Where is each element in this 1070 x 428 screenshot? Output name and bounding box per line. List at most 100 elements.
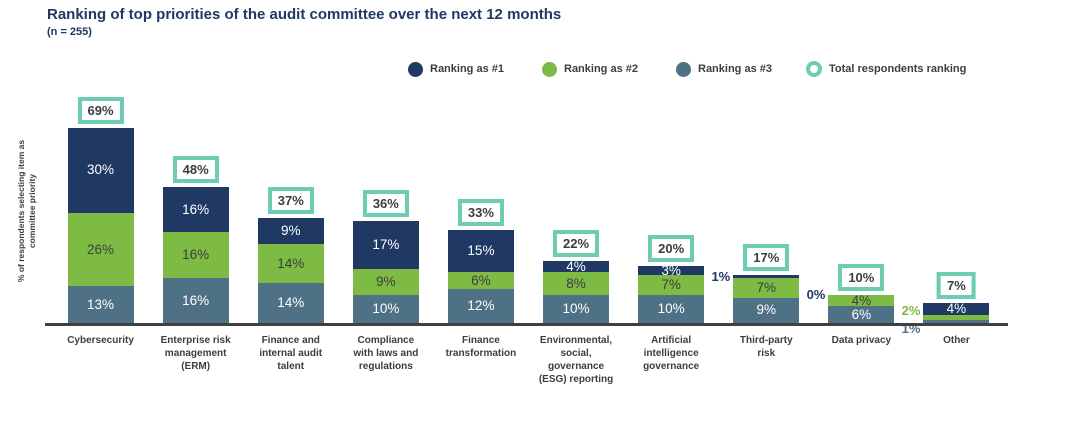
segment-value-label: 7% bbox=[756, 279, 776, 295]
category-label-line: (ERM) bbox=[181, 361, 211, 372]
total-respondents-badge: 10% bbox=[838, 263, 885, 291]
segment-value-label: 26% bbox=[87, 241, 115, 257]
bar-segment-rank2: 8% bbox=[543, 272, 610, 295]
segment-value-label: 6% bbox=[471, 272, 491, 288]
segment-value-label-outside: 0% bbox=[806, 287, 826, 303]
legend-label: Ranking as #1 bbox=[430, 63, 504, 75]
bar-segment-rank3: 14% bbox=[257, 283, 324, 323]
segment-value-label: 7% bbox=[661, 277, 681, 293]
total-respondents-badge: 17% bbox=[743, 243, 790, 271]
segment-value-label: 6% bbox=[851, 306, 872, 322]
bar-segment-rank2: 9% bbox=[352, 269, 419, 295]
y-axis-label-line-1: % of respondents selecting item as bbox=[16, 139, 26, 283]
category-label: Environmental, social, governance (ESG) rep… bbox=[526, 334, 626, 386]
bar-segment-rank3: 13% bbox=[67, 286, 134, 323]
bar-segment-rank1 bbox=[733, 274, 800, 278]
category-label-line: Environmental, bbox=[539, 335, 613, 346]
segment-value-label: 12% bbox=[467, 298, 495, 314]
category-label-line: transformation bbox=[445, 348, 517, 359]
total-respondents-badge: 37% bbox=[267, 187, 314, 215]
bar-segment-rank3: 12% bbox=[447, 289, 514, 323]
total-respondents-badge: 7% bbox=[937, 272, 976, 300]
category-label-line: regulations bbox=[358, 361, 413, 372]
category-label-line: Enterprise risk bbox=[160, 335, 231, 346]
category-label: Other bbox=[906, 334, 1006, 347]
bar-segment-rank3 bbox=[923, 320, 990, 323]
category-label-line: Third-party bbox=[739, 335, 793, 346]
bar-segment-rank1: 3% bbox=[638, 264, 705, 277]
category-label-line: Finance bbox=[462, 335, 500, 346]
legend-item-3: Ranking as #3 bbox=[676, 60, 772, 78]
category-label: Third-party risk bbox=[716, 334, 816, 360]
y-axis-label: % of respondents selecting item as commi… bbox=[16, 96, 42, 326]
segment-value-label: 4% bbox=[566, 258, 586, 274]
category-label-line: management bbox=[164, 348, 227, 359]
bar-segment-rank1: 4% bbox=[923, 301, 990, 317]
bar-segment-rank1: 4% bbox=[543, 258, 610, 274]
chart-sample-size: (n = 255) bbox=[47, 26, 92, 38]
category-label: Artificial intelligence governance bbox=[621, 334, 721, 373]
category-label-line: talent bbox=[277, 361, 305, 372]
category-label-line: Cybersecurity bbox=[67, 335, 134, 346]
category-label-line: Finance and bbox=[261, 335, 320, 346]
legend-item-1: Ranking as #1 bbox=[408, 60, 504, 78]
bar-data-privacy: 4% 6% bbox=[828, 294, 895, 323]
segment-value-label: 9% bbox=[280, 223, 301, 239]
bar-segment-rank2: 7% bbox=[733, 277, 800, 298]
bar-segment-rank2: 4% bbox=[828, 294, 895, 307]
category-label-line: Other bbox=[943, 335, 970, 346]
category-label-line: with laws and bbox=[353, 348, 419, 359]
category-label: Enterprise risk management (ERM) bbox=[146, 334, 246, 373]
bar-compliance-with-laws-and-regulations: 17% 9% 10% bbox=[352, 221, 419, 323]
legend-item-4: Total respondents ranking bbox=[806, 60, 966, 78]
category-label-line: social, bbox=[560, 348, 592, 359]
segment-value-label: 10% bbox=[372, 301, 400, 317]
segment-value-label: 14% bbox=[277, 255, 305, 271]
category-label: Data privacy bbox=[811, 334, 911, 347]
category-label-line: governance bbox=[547, 361, 605, 372]
bar-other: 4% bbox=[923, 301, 990, 323]
segment-value-label: 13% bbox=[87, 296, 115, 312]
segment-value-label-outside: 1% bbox=[711, 268, 731, 284]
filled-circle-icon bbox=[676, 61, 691, 77]
chart-title: Ranking of top priorities of the audit c… bbox=[47, 6, 562, 23]
segment-value-label: 16% bbox=[182, 292, 210, 308]
bar-segment-rank3: 10% bbox=[543, 294, 610, 323]
bar-artificial-intelligence-governance: 3% 7% 10% bbox=[638, 264, 705, 323]
bar-segment-rank2: 6% bbox=[447, 272, 514, 290]
legend-label: Ranking as #3 bbox=[698, 63, 772, 75]
bar-segment-rank2: 26% bbox=[67, 212, 134, 287]
segment-value-label-outside: 2% bbox=[901, 302, 921, 318]
segment-value-label: 9% bbox=[756, 302, 776, 318]
segment-value-label: 30% bbox=[87, 162, 115, 178]
segment-value-label: 3% bbox=[661, 262, 681, 278]
total-respondents-badge: 69% bbox=[77, 96, 124, 124]
bar-finance-and-internal-audit-talent: 9% 14% 14% bbox=[257, 218, 324, 323]
legend-label: Ranking as #2 bbox=[564, 63, 638, 75]
category-label-line: Compliance bbox=[357, 335, 415, 346]
legend-item-2: Ranking as #2 bbox=[542, 60, 638, 78]
segment-value-label: 14% bbox=[277, 295, 305, 311]
category-label: Finance transformation bbox=[431, 334, 531, 360]
segment-value-label: 9% bbox=[376, 274, 396, 290]
bar-segment-rank3: 10% bbox=[352, 294, 419, 323]
category-label-line: internal audit bbox=[259, 348, 323, 359]
bar-segment-rank3: 10% bbox=[638, 294, 705, 323]
total-respondents-badge: 22% bbox=[553, 229, 600, 257]
total-respondents-badge: 48% bbox=[172, 156, 219, 184]
segment-value-label: 15% bbox=[467, 243, 495, 259]
ring-circle-icon bbox=[806, 61, 822, 77]
category-label-line: intelligence bbox=[643, 348, 699, 359]
category-label-line: (ESG) reporting bbox=[538, 374, 614, 385]
y-axis-label-line-2: committee priority bbox=[27, 173, 38, 249]
bar-segment-rank3: 16% bbox=[162, 277, 229, 323]
bar-segment-rank1: 17% bbox=[352, 221, 419, 270]
total-respondents-badge: 33% bbox=[457, 198, 504, 226]
filled-circle-icon bbox=[542, 61, 557, 77]
bar-cybersecurity: 30% 26% 13% bbox=[67, 127, 134, 323]
category-label: Finance and internal audit talent bbox=[241, 334, 341, 373]
category-label-line: Artificial bbox=[651, 335, 692, 346]
segment-value-label: 4% bbox=[946, 301, 967, 317]
category-label-line: governance bbox=[643, 361, 700, 372]
